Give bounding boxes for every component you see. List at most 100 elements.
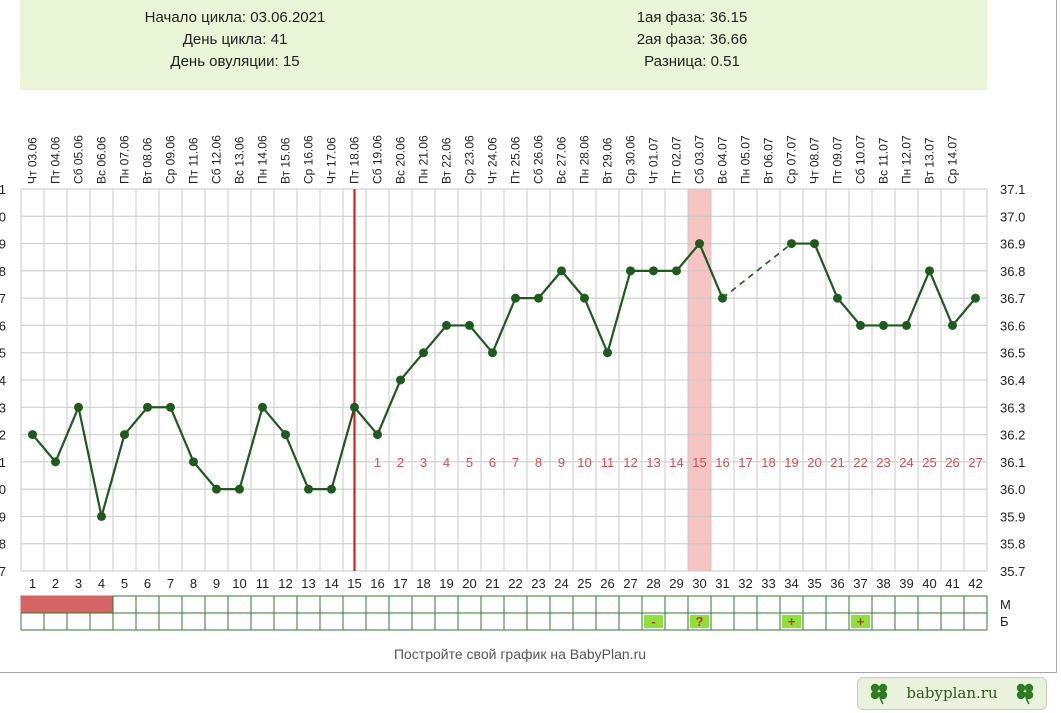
m-row-cell[interactable] (549, 595, 574, 614)
temperature-point[interactable] (695, 239, 704, 249)
m-row-cell[interactable] (779, 595, 804, 614)
b-row-cell[interactable] (549, 612, 574, 631)
babyplan-badge[interactable]: babyplan.ru (857, 677, 1047, 710)
b-row-cell[interactable] (825, 612, 850, 631)
m-row-cell[interactable] (825, 595, 850, 614)
m-row-cell[interactable] (411, 595, 436, 614)
temperature-point[interactable] (235, 484, 244, 494)
b-row-cell[interactable] (365, 612, 390, 631)
m-row-cell[interactable] (43, 595, 68, 614)
m-row-cell[interactable] (848, 595, 873, 614)
b-row-cell[interactable] (434, 612, 459, 631)
footer-link-text[interactable]: Постройте свой график на BabyPlan.ru (393, 646, 647, 662)
m-row-cell[interactable] (802, 595, 827, 614)
b-row-cell[interactable] (572, 612, 597, 631)
test-mark-cell[interactable] (690, 615, 709, 628)
b-row-cell[interactable] (273, 612, 298, 631)
temperature-point[interactable] (833, 293, 842, 303)
m-row-cell[interactable] (319, 595, 344, 614)
temperature-point[interactable] (143, 402, 152, 412)
test-mark-cell[interactable] (851, 615, 870, 628)
m-row-cell[interactable] (181, 595, 206, 614)
b-row-cell[interactable] (940, 612, 965, 631)
b-row-cell[interactable] (756, 612, 781, 631)
temperature-point[interactable] (511, 293, 520, 303)
temperature-point[interactable] (166, 402, 175, 412)
m-row-cell[interactable] (687, 595, 712, 614)
b-row-cell[interactable] (89, 612, 114, 631)
m-row-cell[interactable] (733, 595, 758, 614)
m-row-cell[interactable] (158, 595, 183, 614)
b-row-cell[interactable] (733, 612, 758, 631)
b-row-cell[interactable] (227, 612, 252, 631)
b-row-cell[interactable] (250, 612, 275, 631)
b-row-cell[interactable] (802, 612, 827, 631)
b-row-cell[interactable] (664, 612, 689, 631)
temperature-point[interactable] (672, 266, 681, 276)
temperature-point[interactable] (97, 511, 106, 521)
m-row-cell[interactable] (572, 595, 597, 614)
m-row-cell[interactable] (457, 595, 482, 614)
temperature-point[interactable] (51, 457, 60, 467)
temperature-point[interactable] (327, 484, 336, 494)
m-row-cell[interactable] (296, 595, 321, 614)
temperature-point[interactable] (557, 266, 566, 276)
temperature-point[interactable] (74, 402, 83, 412)
b-row-cell[interactable] (158, 612, 183, 631)
b-row-cell[interactable] (135, 612, 160, 631)
m-row-cell[interactable] (917, 595, 942, 614)
m-row-cell[interactable] (871, 595, 896, 614)
m-row-cell[interactable] (135, 595, 160, 614)
temperature-point[interactable] (603, 348, 612, 358)
m-row-cell[interactable] (641, 595, 666, 614)
b-row-cell[interactable] (480, 612, 505, 631)
b-row-cell[interactable] (43, 612, 68, 631)
b-row-cell[interactable] (871, 612, 896, 631)
temperature-point[interactable] (304, 484, 313, 494)
test-mark-cell[interactable] (782, 615, 801, 628)
b-row-cell[interactable] (917, 612, 942, 631)
b-row-cell[interactable] (411, 612, 436, 631)
temperature-point[interactable] (626, 266, 635, 276)
b-row-cell[interactable] (181, 612, 206, 631)
temperature-point[interactable] (948, 320, 957, 330)
temperature-point[interactable] (373, 430, 382, 440)
b-row-cell[interactable] (710, 612, 735, 631)
m-row-cell[interactable] (204, 595, 229, 614)
b-row-cell[interactable] (963, 612, 988, 631)
m-row-cell[interactable] (894, 595, 919, 614)
temperature-point[interactable] (281, 430, 290, 440)
m-row-cell[interactable] (388, 595, 413, 614)
temperature-point[interactable] (879, 320, 888, 330)
b-row-cell[interactable] (457, 612, 482, 631)
temperature-point[interactable] (396, 375, 405, 385)
b-row-cell[interactable] (503, 612, 528, 631)
m-row-cell[interactable] (526, 595, 551, 614)
temperature-point[interactable] (971, 293, 980, 303)
b-row-cell[interactable] (112, 612, 137, 631)
m-row-cell[interactable] (595, 595, 620, 614)
m-row-cell[interactable] (89, 595, 114, 614)
b-row-cell[interactable] (319, 612, 344, 631)
m-row-cell[interactable] (112, 595, 137, 614)
m-row-cell[interactable] (664, 595, 689, 614)
b-row-cell[interactable] (296, 612, 321, 631)
temperature-point[interactable] (258, 402, 267, 412)
m-row-cell[interactable] (756, 595, 781, 614)
temperature-point[interactable] (28, 430, 37, 440)
temperature-point[interactable] (902, 320, 911, 330)
b-row-cell[interactable] (388, 612, 413, 631)
temperature-point[interactable] (120, 430, 129, 440)
m-row-cell[interactable] (710, 595, 735, 614)
b-row-cell[interactable] (618, 612, 643, 631)
m-row-cell[interactable] (365, 595, 390, 614)
m-row-cell[interactable] (20, 595, 45, 614)
m-row-cell[interactable] (342, 595, 367, 614)
m-row-cell[interactable] (250, 595, 275, 614)
m-row-cell[interactable] (503, 595, 528, 614)
temperature-point[interactable] (488, 348, 497, 358)
m-row-cell[interactable] (434, 595, 459, 614)
temperature-point[interactable] (856, 320, 865, 330)
temperature-point[interactable] (925, 266, 934, 276)
b-row-cell[interactable] (526, 612, 551, 631)
